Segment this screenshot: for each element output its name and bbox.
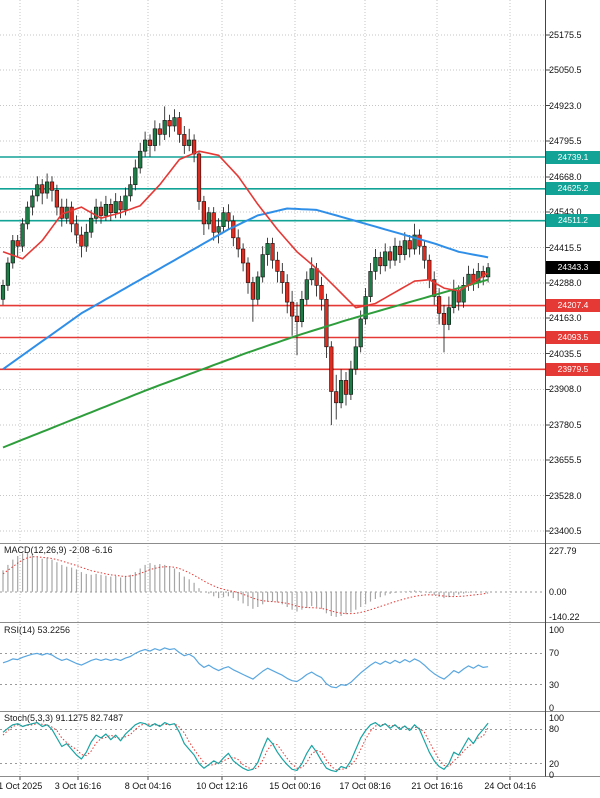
price-tick-label: 23908.0 — [549, 384, 582, 395]
price-tick-label: 24923.0 — [549, 100, 582, 111]
support-price-badge: 23979.5 — [546, 362, 600, 376]
time-tick-label: 17 Oct 08:16 — [339, 781, 391, 791]
time-tick-label: 3 Oct 16:16 — [54, 781, 102, 791]
indicator-tick-label: -140.22 — [549, 611, 580, 622]
indicator-tick-label: 80 — [549, 724, 560, 735]
indicator-tick-label: 227.79 — [549, 546, 577, 556]
price-tick-label: 24668.0 — [549, 171, 582, 182]
price-tick-label: 24035.5 — [549, 348, 582, 359]
price-tick-label: 23400.5 — [549, 526, 582, 537]
support-price-badge: 24207.4 — [546, 299, 600, 313]
price-tick-label: 23528.0 — [549, 490, 582, 501]
price-tick-label: 25175.5 — [549, 30, 582, 40]
candles — [0, 106, 491, 426]
panel-frame — [0, 0, 600, 780]
stoch-panel — [2, 721, 489, 773]
rsi-indicator-label: RSI(14) 53.2256 — [4, 624, 71, 635]
time-tick-label: 15 Oct 00:16 — [269, 781, 321, 791]
moving-averages — [2, 150, 489, 449]
macd-panel — [2, 552, 489, 617]
resistance-price-badge: 24511.2 — [546, 214, 600, 228]
resistance-price-badge: 24625.2 — [546, 182, 600, 196]
indicator-tick-label: 0 — [549, 770, 555, 780]
support-price-badge: 24093.5 — [546, 331, 600, 344]
time-tick-label: 10 Oct 12:16 — [196, 781, 248, 791]
time-tick-label: 1 Oct 2025 — [0, 781, 43, 791]
indicator-tick-label: 30 — [549, 679, 560, 690]
last-price-badge: 24343.3 — [546, 261, 600, 275]
resistance-price-badge: 24739.1 — [546, 150, 600, 164]
macd-indicator-label: MACD(12,26,9) -2.08 -6.16 — [4, 545, 113, 555]
indicator-tick-label: 0.00 — [549, 586, 567, 597]
price-tick-label: 24415.5 — [549, 242, 582, 253]
price-tick-label: 24288.0 — [549, 278, 582, 289]
price-tick-label: 24543.0 — [549, 206, 582, 217]
rsi-panel — [2, 647, 489, 689]
price-tick-label: 24795.5 — [549, 136, 582, 147]
indicator-tick-label: 20 — [549, 758, 560, 769]
indicator-tick-label: 100 — [549, 713, 565, 723]
indicator-tick-label: 0 — [549, 703, 555, 713]
grid — [0, 0, 545, 776]
time-tick-label: 24 Oct 04:16 — [484, 781, 536, 791]
price-tick-label: 24163.0 — [549, 313, 582, 323]
indicator-tick-label: 70 — [549, 648, 560, 659]
time-tick-label: 8 Oct 04:16 — [124, 781, 172, 791]
time-tick-label: 21 Oct 16:16 — [411, 781, 463, 791]
indicator-tick-label: 100 — [549, 625, 565, 635]
price-tick-label: 23780.5 — [549, 420, 582, 430]
price-tick-label: 23655.5 — [549, 454, 582, 465]
price-tick-label: 25050.5 — [549, 64, 582, 75]
stoch-indicator-label: Stoch(5,3,3) 91.1275 82.7487 — [4, 712, 124, 723]
